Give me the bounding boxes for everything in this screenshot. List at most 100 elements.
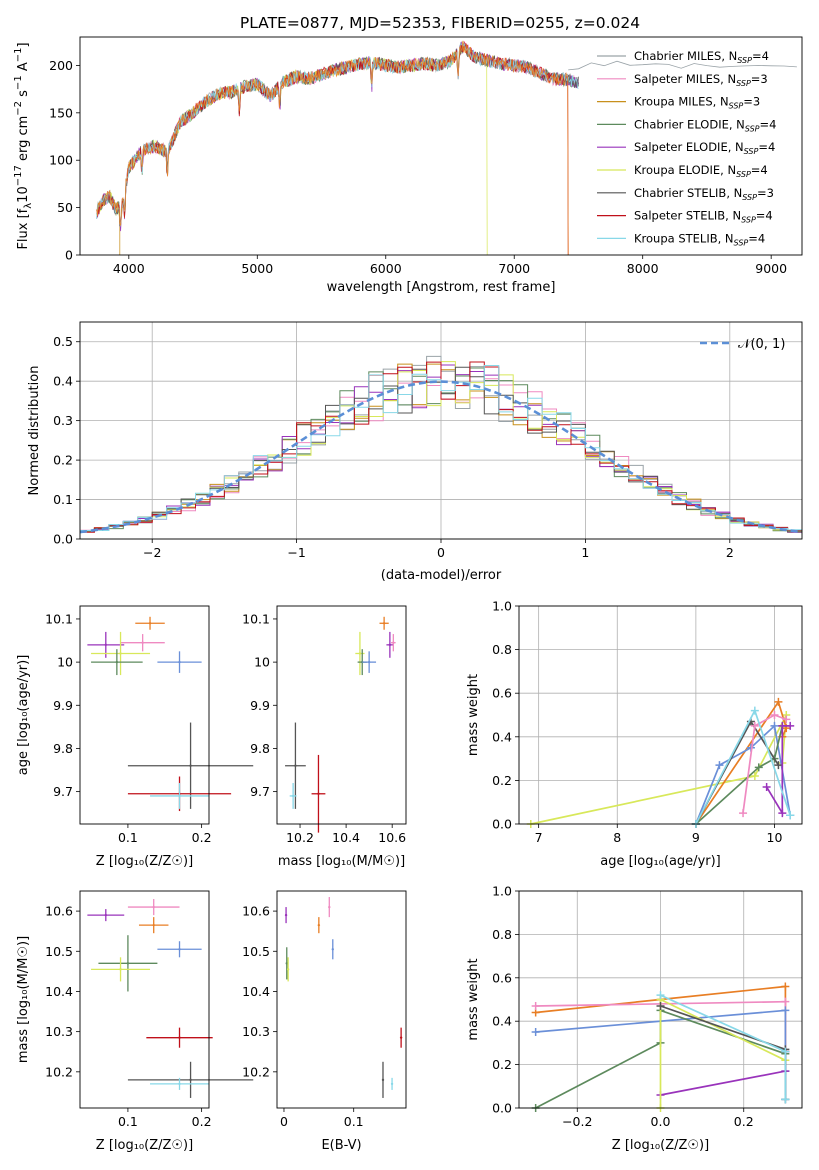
weight-marker xyxy=(770,711,779,719)
x-tick-label: 10.4 xyxy=(332,830,360,845)
legend-label: Salpeter ELODIE, NSSP=4 xyxy=(634,140,775,156)
y-tick-label: 10.2 xyxy=(242,1064,270,1079)
y-tick-label: 9.7 xyxy=(250,784,270,799)
data-point xyxy=(178,948,181,951)
y-tick-label: 1.0 xyxy=(492,599,512,614)
y-tick-label: 10.6 xyxy=(242,904,270,919)
weight-marker xyxy=(715,761,724,770)
weight-marker xyxy=(770,721,779,730)
y-tick-label: 0.2 xyxy=(492,773,512,788)
legend-subscript: SSP xyxy=(742,193,757,202)
weight-marker xyxy=(781,1047,790,1056)
legend-value: =3 xyxy=(743,95,760,109)
x-tick-label: 0.2 xyxy=(192,1114,212,1129)
axes-frame xyxy=(518,890,803,1109)
x-tick-label: 0.1 xyxy=(118,1114,138,1129)
x-axis-label: Z [log₁₀(Z/Z☉)] xyxy=(96,854,193,869)
spectrum-model-kroupa-stelib xyxy=(96,41,579,227)
weight-marker xyxy=(778,809,787,818)
x-tick-label: 4000 xyxy=(113,261,145,276)
spectrum-panel: 4000 5000 6000 7000 8000 9000 0 50 100 150 200 wave… xyxy=(13,36,803,295)
y-tick-label: 10.1 xyxy=(242,611,270,626)
spectrum-data-trace xyxy=(568,60,797,71)
axes-frame xyxy=(79,36,803,256)
x-tick-label: 7 xyxy=(535,830,543,845)
y-label-part: erg cm xyxy=(16,116,31,165)
x-tick-label: 0 xyxy=(437,545,445,560)
data-point xyxy=(367,660,371,664)
weight-marker xyxy=(750,721,759,730)
weight-marker xyxy=(781,997,790,1006)
residual-histogram-kroupa-stelib xyxy=(80,365,802,531)
weight-marker xyxy=(531,1028,540,1037)
normal-curve xyxy=(79,380,803,534)
y-tick-label: 0.5 xyxy=(53,334,73,349)
axes-frame xyxy=(79,890,210,1109)
y-tick-label: 150 xyxy=(49,105,73,120)
data-point xyxy=(189,1078,192,1082)
x-tick-label: 9 xyxy=(692,830,700,845)
y-tick-label: 0.4 xyxy=(492,729,512,744)
legend-label: Chabrier STELIB, NSSP=3 xyxy=(634,186,774,202)
data-point xyxy=(317,923,321,927)
y-label-part: −1 xyxy=(13,48,24,63)
weight-series-line xyxy=(742,714,787,814)
y-axis-label: mass [log₁₀(M/M☉)] xyxy=(16,936,31,1063)
data-point xyxy=(178,1036,181,1039)
data-point xyxy=(291,794,295,798)
weight-marker xyxy=(750,772,759,781)
x-tick-label: 1 xyxy=(581,545,589,560)
legend-value: =4 xyxy=(751,163,768,177)
y-label-part: −17 xyxy=(13,165,24,186)
y-tick-label: 10.3 xyxy=(242,1024,270,1039)
weight-marker xyxy=(774,697,783,706)
legend-label: Salpeter MILES, NSSP=3 xyxy=(634,72,768,88)
x-tick-label: 10 xyxy=(767,830,783,845)
weight-marker xyxy=(762,782,771,791)
axes-frame xyxy=(79,321,803,540)
y-tick-label: 9.7 xyxy=(53,784,73,799)
data-point xyxy=(126,962,130,965)
data-point xyxy=(189,764,192,767)
x-tick-label: 0.2 xyxy=(192,830,212,845)
x-tick-label: 0.0 xyxy=(651,1114,671,1129)
axes-frame xyxy=(518,605,803,825)
y-tick-label: 0.6 xyxy=(492,970,512,985)
y-tick-label: 10 xyxy=(254,655,270,670)
weight-marker xyxy=(531,1002,540,1011)
y-label-part: −2 xyxy=(13,101,24,116)
axes-frame xyxy=(79,605,210,825)
x-tick-label: 0.2 xyxy=(734,1114,754,1129)
y-tick-label: 0.6 xyxy=(492,686,512,701)
mass-vs-ebv-panel: 0 0.1 10.2 10.3 10.4 10.5 10.6 E(B-V) xyxy=(242,890,407,1153)
x-axis-label: Z [log₁₀(Z/Z☉)] xyxy=(96,1138,193,1153)
figure-title: PLATE=0877, MJD=52353, FIBERID=0255, z=0… xyxy=(240,14,640,32)
y-tick-label: 0.8 xyxy=(492,927,512,942)
mass-vs-Z-panel: 0.1 0.2 10.2 10.3 10.4 10.5 10.6 Z [log₁₀(Z/Z☉)… xyxy=(16,890,254,1153)
legend-label: Chabrier ELODIE, NSSP=4 xyxy=(634,117,776,133)
data-point xyxy=(284,913,288,917)
y-label-part: s xyxy=(16,90,31,101)
x-tick-label: 0.1 xyxy=(118,830,138,845)
y-tick-label: 1.0 xyxy=(492,884,512,899)
y-tick-label: 10.5 xyxy=(45,944,73,959)
legend-subscript: SSP xyxy=(741,216,756,225)
x-axis-label: Z [log₁₀(Z/Z☉)] xyxy=(612,1138,709,1153)
data-point xyxy=(178,794,181,798)
data-point xyxy=(294,764,297,767)
x-tick-label: 8000 xyxy=(627,261,659,276)
y-tick-label: 0 xyxy=(65,248,73,263)
legend-value: =4 xyxy=(748,231,765,245)
legend-label: Kroupa ELODIE, NSSP=4 xyxy=(634,163,768,179)
data-point xyxy=(382,622,386,625)
y-tick-label: 10.4 xyxy=(45,984,73,999)
data-point xyxy=(104,913,108,917)
data-point xyxy=(178,660,181,664)
x-axis-label: (data-model)/error xyxy=(381,568,502,583)
weight-series-line xyxy=(695,699,788,825)
data-point xyxy=(119,968,122,971)
y-tick-label: 10.2 xyxy=(45,1064,73,1079)
data-point xyxy=(390,1082,394,1086)
weight-vs-Z-panel: −0.2 0.0 0.2 0.0 0.2 0.4 0.6 0.8 1.0 Z [log₁₀(Z/Z… xyxy=(466,884,803,1153)
